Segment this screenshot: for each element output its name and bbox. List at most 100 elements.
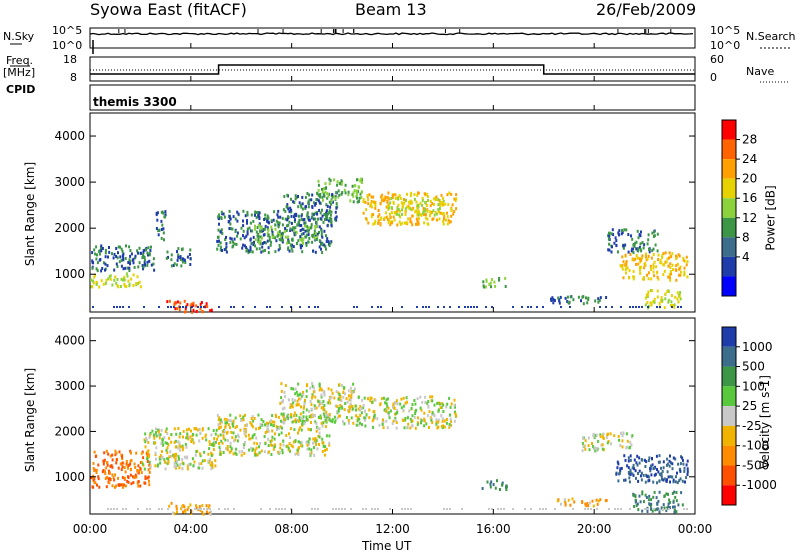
power-cell xyxy=(91,251,94,255)
power-cell xyxy=(287,215,290,219)
power-cell xyxy=(302,238,305,242)
velocity-cell xyxy=(409,426,412,430)
velocity-colorbar-swatch xyxy=(722,386,736,407)
velocity-cell xyxy=(411,414,414,418)
power-cell xyxy=(254,244,257,248)
ground-scatter-cell xyxy=(539,508,541,510)
power-cell xyxy=(447,218,450,222)
power-cell xyxy=(321,195,324,199)
velocity-cell xyxy=(102,459,105,463)
power-cell xyxy=(199,307,202,311)
power-cell xyxy=(317,183,320,187)
power-colorbar-tick-label: 4 xyxy=(742,250,750,264)
velocity-cell xyxy=(656,502,659,506)
velocity-cell xyxy=(396,408,399,412)
velocity-cell xyxy=(217,423,220,427)
velocity-cell xyxy=(302,391,304,394)
velocity-cell xyxy=(223,429,226,433)
power-cell xyxy=(259,225,262,229)
velocity-cell xyxy=(281,426,283,430)
cpid-program: themis 3300 xyxy=(93,95,177,109)
ground-scatter-cell xyxy=(449,508,451,510)
power-cell xyxy=(558,298,561,302)
power-cell xyxy=(317,193,320,197)
velocity-cell xyxy=(127,480,130,484)
velocity-colorbar-tick-label: -100 xyxy=(742,439,769,453)
velocity-cell xyxy=(643,458,646,462)
power-cell xyxy=(415,209,418,213)
velocity-cell xyxy=(250,423,253,427)
power-cell xyxy=(302,232,305,236)
velocity-cell xyxy=(233,439,235,443)
power-cell xyxy=(297,205,300,209)
ground-scatter-cell xyxy=(614,508,616,510)
power-cell xyxy=(670,255,673,259)
power-cell xyxy=(370,215,373,219)
velocity-cell xyxy=(602,448,605,452)
velocity-cell xyxy=(123,476,126,480)
velocity-cell xyxy=(662,460,665,464)
power-cell xyxy=(124,284,126,288)
power-cell xyxy=(189,248,192,252)
power-cell xyxy=(316,191,319,195)
velocity-cell xyxy=(121,476,124,480)
velocity-cell xyxy=(450,402,453,406)
velocity-cell xyxy=(569,503,572,507)
power-cell xyxy=(398,194,401,198)
power-cell xyxy=(267,228,270,232)
velocity-cell xyxy=(251,415,254,419)
power-cell xyxy=(675,257,678,261)
velocity-cell xyxy=(279,419,282,423)
velocity-cell xyxy=(254,453,257,457)
velocity-cell xyxy=(327,401,330,405)
power-cell xyxy=(298,223,301,227)
velocity-cell xyxy=(299,397,302,401)
power-cell xyxy=(128,258,131,262)
velocity-cell xyxy=(582,436,584,440)
velocity-cell xyxy=(297,440,300,444)
power-cell xyxy=(217,235,220,239)
power-cell xyxy=(142,253,144,257)
power-cell xyxy=(610,232,613,236)
power-cell xyxy=(232,215,235,219)
ground-scatter-cell xyxy=(125,508,127,510)
velocity-cell xyxy=(619,431,622,435)
power-cell xyxy=(498,276,501,280)
velocity-cell xyxy=(410,406,413,410)
power-cell xyxy=(229,240,232,244)
velocity-cell xyxy=(242,415,245,419)
velocity-cell xyxy=(302,420,305,423)
power-cell xyxy=(104,251,107,255)
power-cell xyxy=(408,200,411,204)
velocity-cell xyxy=(627,456,630,460)
power-cell xyxy=(423,221,426,225)
power-cell xyxy=(641,241,644,245)
velocity-cell xyxy=(241,450,244,453)
velocity-cell xyxy=(308,415,311,419)
velocity-cell xyxy=(438,402,441,406)
power-cell xyxy=(409,194,412,198)
power-cell xyxy=(384,211,387,215)
power-cell xyxy=(390,206,393,210)
nsky-trace xyxy=(89,32,694,36)
power-cell xyxy=(246,230,249,234)
velocity-cell xyxy=(97,475,100,479)
velocity-cell xyxy=(321,437,324,441)
power-cell xyxy=(673,305,676,309)
power-cell xyxy=(274,227,277,231)
velocity-cell xyxy=(363,418,366,422)
power-cell xyxy=(419,201,422,205)
xtick-label: 04:00 xyxy=(174,522,209,536)
power-cell xyxy=(314,203,317,207)
velocity-cell xyxy=(626,445,629,449)
power-cell xyxy=(669,262,672,266)
velocity-cell xyxy=(137,480,140,484)
power-cell xyxy=(639,242,642,246)
velocity-cell xyxy=(299,426,302,430)
power-cell xyxy=(263,227,266,231)
velocity-cell xyxy=(409,417,412,421)
velocity-cell xyxy=(282,443,285,447)
velocity-cell xyxy=(681,458,684,462)
power-cell xyxy=(307,200,310,204)
power-cell xyxy=(181,247,184,251)
